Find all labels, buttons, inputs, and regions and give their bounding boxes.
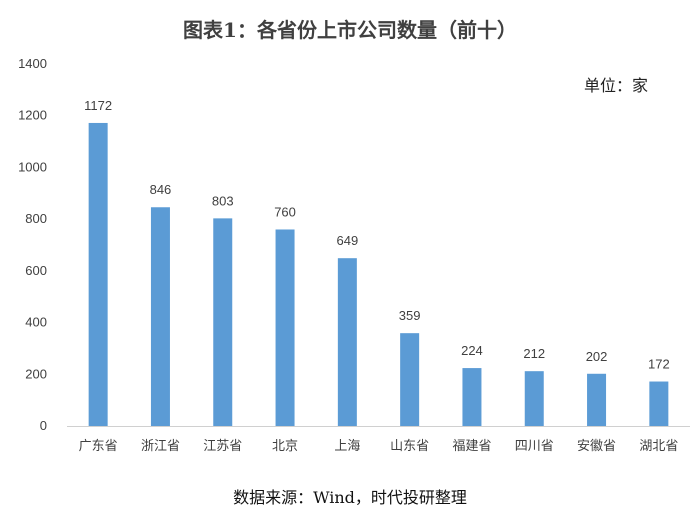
y-tick-label: 1000 [18,159,47,174]
data-label: 359 [399,308,421,323]
x-tick-label: 江苏省 [203,438,242,454]
x-tick-label: 浙江省 [141,439,180,454]
data-label: 212 [523,346,545,361]
x-tick-label: 福建省 [452,439,491,454]
bar [400,333,420,426]
y-tick-label: 1200 [18,108,47,123]
bar [587,373,607,426]
data-label: 760 [274,204,296,219]
data-label: 846 [150,182,172,197]
y-tick-label: 1400 [18,56,47,71]
bar [88,122,108,426]
x-tick-label: 山东省 [390,439,429,454]
unit-label: 单位：家 [583,76,648,95]
chart-title: 图表1：各省份上市公司数量（前十） [183,18,517,42]
data-label: 202 [586,349,608,364]
x-tick-label: 安徽省 [577,439,616,454]
data-label: 224 [461,343,483,358]
y-tick-label: 400 [25,315,47,330]
bar [213,218,233,426]
y-tick-label: 0 [40,418,47,433]
source-note: 数据来源：Wind，时代投研整理 [233,488,467,507]
bar [337,258,357,426]
x-tick-label: 湖北省 [639,439,678,454]
bar [275,229,295,426]
data-label: 649 [336,233,358,248]
y-tick-label: 200 [25,366,47,381]
bar [462,368,482,426]
data-label: 172 [648,357,670,372]
x-tick-label: 广东省 [79,439,118,454]
y-tick-label: 600 [25,263,47,278]
bar [150,207,170,426]
x-tick-label: 四川省 [515,439,554,454]
bar [524,371,544,426]
bar [649,381,669,426]
x-tick-label: 上海 [334,439,360,454]
data-label: 1172 [84,98,112,113]
data-label: 803 [212,193,234,208]
x-tick-label: 北京 [272,439,298,454]
y-tick-label: 800 [25,211,47,226]
